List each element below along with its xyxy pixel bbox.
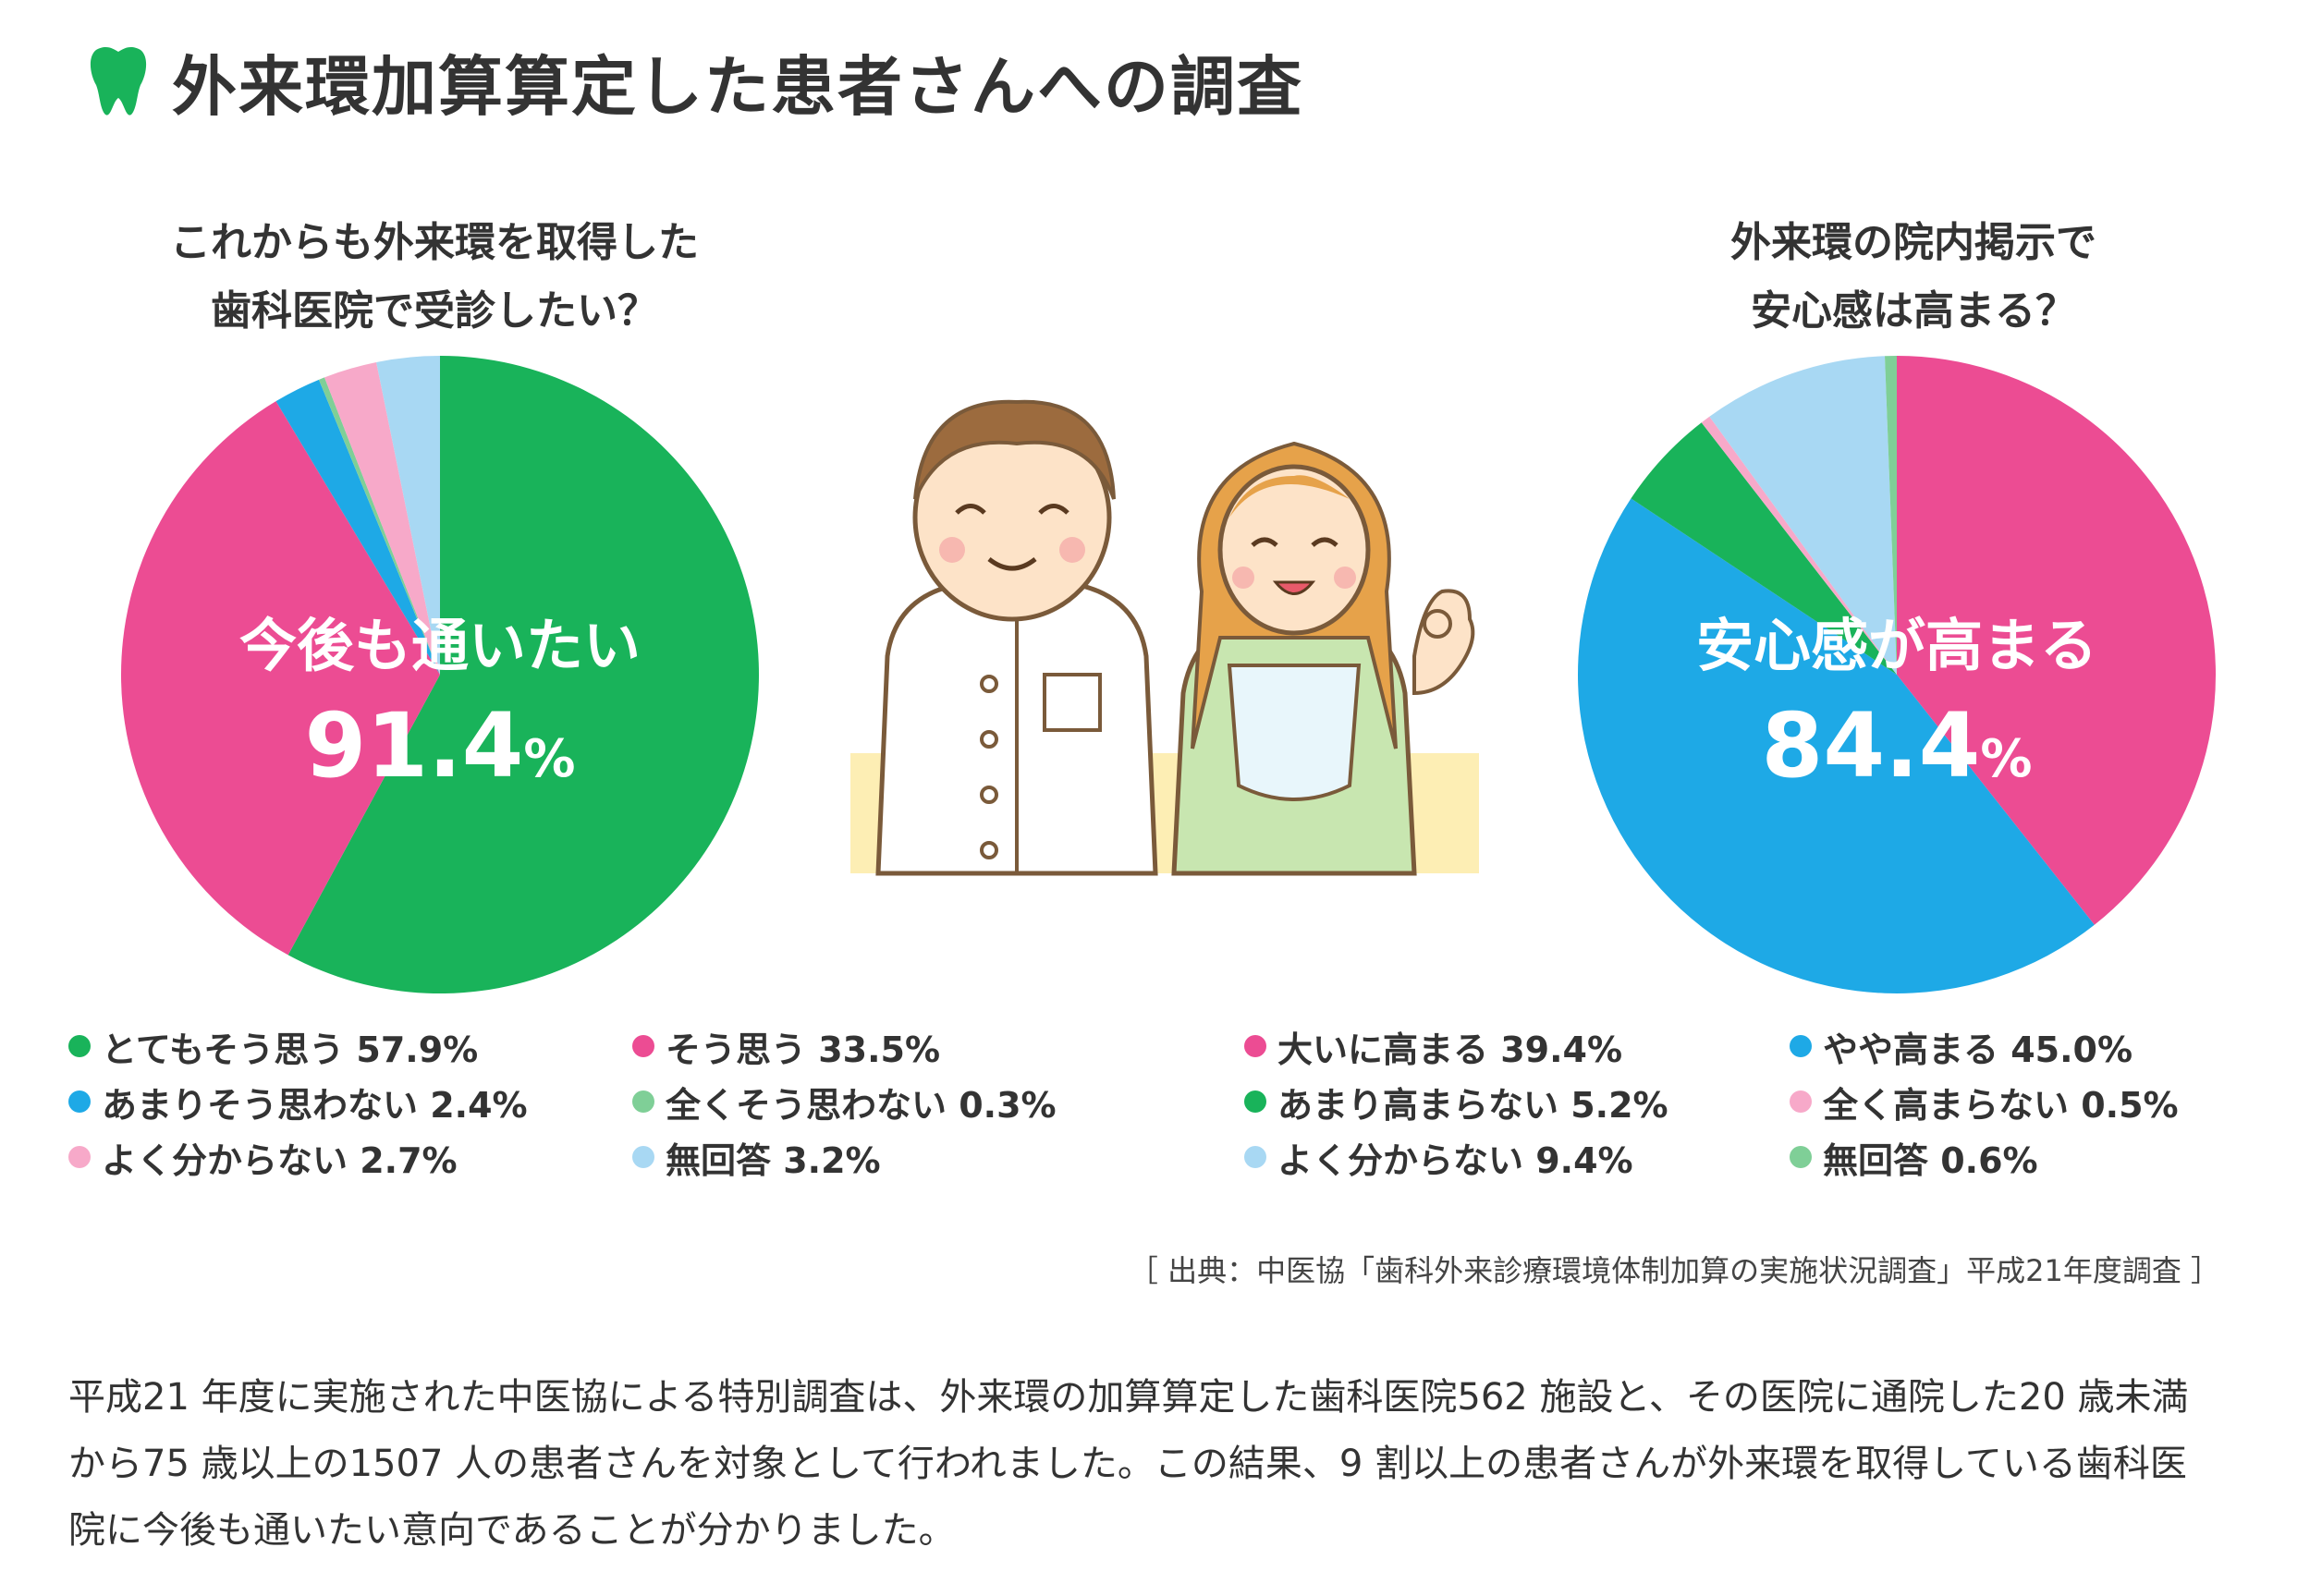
legend-dot xyxy=(1790,1146,1812,1168)
legend-label: 全くそう思わない 0.3% xyxy=(666,1084,1057,1126)
legend-item: 無回答 0.6% xyxy=(1790,1133,2270,1181)
patient-figure xyxy=(1171,441,1475,876)
left-legend: とてもそう思う 57.9% そう思う 33.5% あまりそう思わない 2.4% … xyxy=(68,1022,1205,1181)
right-pie-center-label: 安心感が高まる xyxy=(1696,612,2097,679)
legend-label: よく分からない 2.7% xyxy=(102,1139,458,1181)
title-row: 外来環加算算定した患者さんへの調査 xyxy=(89,26,1303,137)
right-chart-title: 外来環の院内掲示で 安心感は高まる？ xyxy=(1562,209,2265,346)
right-pie-slice-1 xyxy=(1577,498,2095,993)
left-chart-title: これからも外来環を取得した 歯科医院で受診したい？ xyxy=(83,209,786,346)
legend-item: 全く高まらない 0.5% xyxy=(1790,1078,2270,1126)
left-pie-slice-5 xyxy=(376,356,440,675)
right-pie-slice-3 xyxy=(1701,416,1897,675)
legend-item: 全くそう思わない 0.3% xyxy=(632,1078,1205,1126)
legend-label: 全く高まらない 0.5% xyxy=(1823,1084,2179,1126)
legend-label: そう思う 33.5% xyxy=(666,1029,941,1070)
legend-item: あまり高まらない 5.2% xyxy=(1244,1078,1790,1126)
left-pie-slice-1 xyxy=(120,401,440,956)
legend-label: とてもそう思う 57.9% xyxy=(102,1029,479,1070)
legend-item: よく分からない 9.4% xyxy=(1244,1133,1790,1181)
legend-label: 大いに高まる 39.4% xyxy=(1277,1029,1623,1070)
legend-label: あまりそう思わない 2.4% xyxy=(102,1084,528,1126)
right-pie-chart: 安心感が高まる 84.4% xyxy=(1577,356,2216,993)
legend-label: やや高まる 45.0% xyxy=(1823,1029,2133,1070)
left-pie-center-unit: % xyxy=(523,729,575,789)
right-pie-center-unit: % xyxy=(1980,729,2032,789)
left-pie-center-number: 91.4 xyxy=(305,694,524,798)
left-pie-slice-3 xyxy=(318,377,440,675)
legend-dot xyxy=(68,1146,91,1168)
legend-dot xyxy=(632,1146,654,1168)
legend-label: よく分からない 9.4% xyxy=(1277,1139,1633,1181)
source-citation: ［ 出典：中医協「歯科外来診療環境体制加算の実施状況調査」平成21年度調査 ］ xyxy=(1128,1253,2220,1288)
left-pie-center-label: 今後も通いたい xyxy=(239,612,641,679)
legend-label: 無回答 3.2% xyxy=(666,1139,881,1181)
right-legend: 大いに高まる 39.4% やや高まる 45.0% あまり高まらない 5.2% 全… xyxy=(1244,1022,2270,1181)
legend-item: やや高まる 45.0% xyxy=(1790,1022,2270,1070)
legend-label: 無回答 0.6% xyxy=(1823,1139,2038,1181)
right-pie-slice-0 xyxy=(1897,356,2216,925)
legend-item: よく分からない 2.7% xyxy=(68,1133,632,1181)
right-chart-title-line-1: 外来環の院内掲示で xyxy=(1730,219,2096,266)
left-pie-slice-0 xyxy=(287,356,759,993)
body-paragraph: 平成21 年度に実施された中医協による特別調査は、外来環の加算算定した歯科医院5… xyxy=(68,1376,2189,1552)
legend-dot xyxy=(1244,1090,1266,1113)
left-pie-chart: 今後も通いたい 91.4% xyxy=(120,356,759,993)
legend-dot xyxy=(68,1035,91,1057)
right-chart-title-line-2: 安心感は高まる？ xyxy=(1751,287,2076,335)
doctor-and-patient-illustration xyxy=(850,399,1479,876)
legend-item: あまりそう思わない 2.4% xyxy=(68,1078,632,1126)
legend-item: 無回答 3.2% xyxy=(632,1133,1205,1181)
legend-item: そう思う 33.5% xyxy=(632,1022,1205,1070)
legend-dot xyxy=(1244,1035,1266,1057)
left-chart-title-line-2: 歯科医院で受診したい？ xyxy=(211,287,658,335)
left-chart-title-line-1: これからも外来環を取得した xyxy=(170,219,699,266)
legend-dot xyxy=(632,1035,654,1057)
legend-dot xyxy=(1244,1146,1266,1168)
legend-dot xyxy=(1790,1035,1812,1057)
right-pie-center-number: 84.4 xyxy=(1762,694,1981,798)
legend-dot xyxy=(68,1090,91,1113)
legend-dot xyxy=(632,1090,654,1113)
doctor-figure xyxy=(875,399,1158,876)
legend-label: あまり高まらない 5.2% xyxy=(1277,1084,1668,1126)
right-pie-center-value: 84.4% xyxy=(1762,694,2033,798)
legend-item: とてもそう思う 57.9% xyxy=(68,1022,632,1070)
right-pie-slice-2 xyxy=(1631,422,1897,675)
legend-dot xyxy=(1790,1090,1812,1113)
left-pie-slice-4 xyxy=(324,361,440,675)
page-title: 外来環加算算定した患者さんへの調査 xyxy=(172,48,1303,125)
left-pie-center-value: 91.4% xyxy=(305,694,576,798)
right-pie-slice-5 xyxy=(1885,356,1897,675)
right-pie-slice-4 xyxy=(1709,356,1897,675)
tooth-icon xyxy=(90,46,147,116)
left-pie-slice-2 xyxy=(275,379,440,675)
legend-item: 大いに高まる 39.4% xyxy=(1244,1022,1790,1070)
